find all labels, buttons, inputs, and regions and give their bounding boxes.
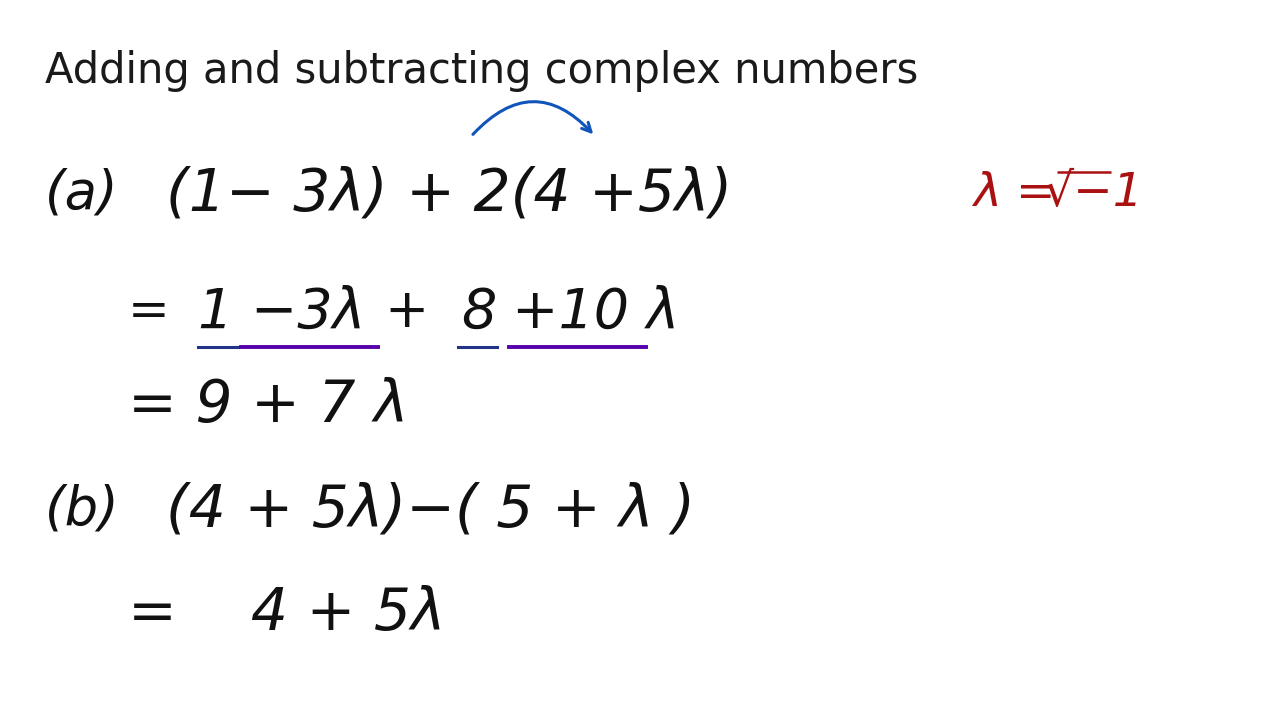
Text: 1 −3λ: 1 −3λ bbox=[198, 286, 366, 339]
Text: +: + bbox=[384, 286, 429, 338]
FancyArrowPatch shape bbox=[472, 102, 591, 134]
Text: (a): (a) bbox=[45, 168, 119, 220]
Text: +10 λ: +10 λ bbox=[512, 286, 680, 339]
Text: = 9 + 7 λ: = 9 + 7 λ bbox=[128, 377, 408, 434]
Text: =    4 + 5λ: = 4 + 5λ bbox=[128, 585, 445, 643]
Text: Adding and subtracting complex numbers: Adding and subtracting complex numbers bbox=[45, 50, 918, 92]
Text: λ =: λ = bbox=[973, 172, 1056, 216]
Text: (1− 3λ) + 2(4 +5λ): (1− 3λ) + 2(4 +5λ) bbox=[166, 165, 732, 223]
Text: (4 + 5λ)−( 5 + λ ): (4 + 5λ)−( 5 + λ ) bbox=[166, 481, 695, 538]
Text: 8: 8 bbox=[461, 286, 497, 339]
Text: √−1: √−1 bbox=[1043, 172, 1143, 216]
Text: (b): (b) bbox=[45, 484, 119, 536]
Text: =: = bbox=[128, 289, 170, 336]
